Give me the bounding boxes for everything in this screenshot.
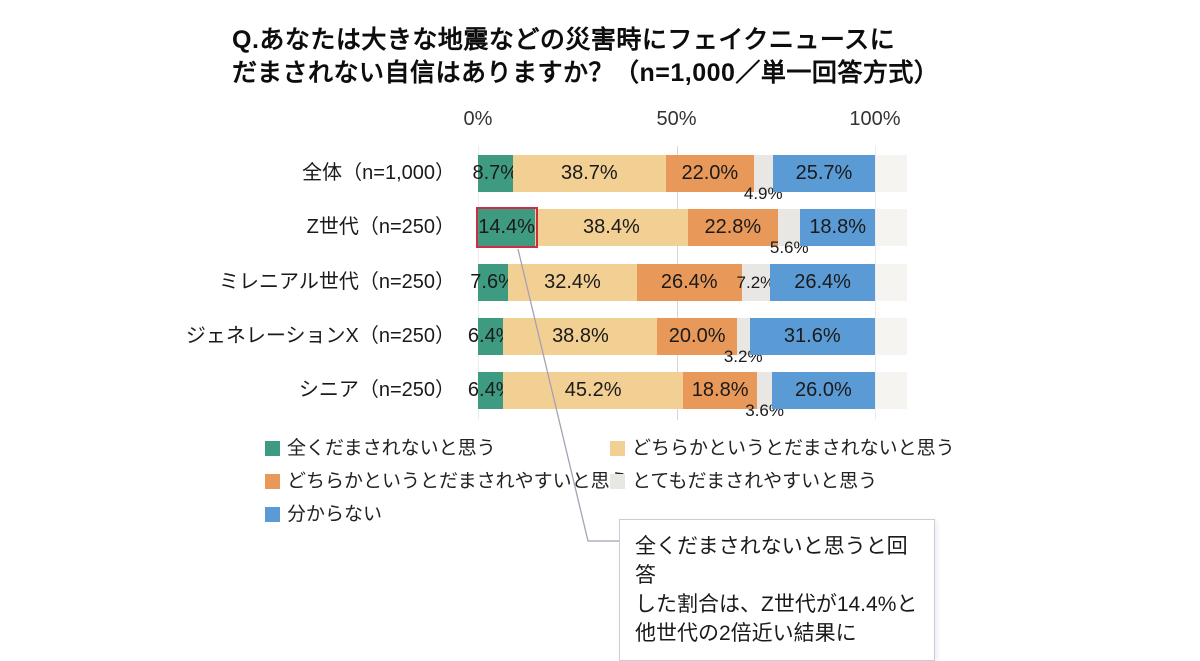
category-label: ジェネレーションX（n=250） — [185, 324, 455, 347]
legend-item: とてもだまされやすいと思う — [610, 471, 877, 493]
bar-segment — [535, 209, 688, 247]
bar-segment — [512, 155, 667, 192]
bar-segment — [736, 317, 750, 355]
segment-value-label: 8.7% — [472, 162, 519, 184]
legend-swatch — [265, 507, 280, 522]
bar-segment — [478, 155, 513, 192]
category-label: シニア（n=250） — [298, 379, 455, 401]
segment-value-label: 6.4% — [467, 324, 514, 347]
legend-swatch — [610, 441, 625, 456]
bar-segment — [478, 209, 536, 247]
segment-value-label: 38.8% — [552, 324, 609, 347]
segment-value-label: 38.4% — [583, 216, 640, 239]
callout-connector-layer — [517, 248, 619, 542]
segment-value-label: 26.4% — [660, 270, 718, 293]
segment-value-label: 22.8% — [704, 216, 762, 239]
bar-segment — [771, 372, 875, 409]
segment-value-label: 7.2% — [736, 272, 776, 292]
highlight-box — [476, 207, 539, 249]
bar-segment — [770, 263, 875, 301]
segment-value-label: 38.7% — [560, 162, 618, 184]
annotation-callout: 全くだまされないと思うと回答 した割合は、Z世代が14.4%と 他世代の2倍近い… — [619, 519, 935, 661]
axis-tick: 0% — [463, 108, 493, 130]
axis-gridline — [875, 146, 876, 420]
legend-label: どちらかというとだまされやすいと思う — [287, 471, 629, 492]
bar-segment — [666, 155, 754, 192]
segment-value-label: 22.0% — [681, 162, 739, 184]
axis-tick: 100% — [849, 108, 901, 130]
bar-segment — [749, 317, 875, 355]
legend-label: 分からない — [287, 504, 383, 525]
legend-item: 分からない — [265, 504, 382, 526]
bar-segment — [478, 317, 504, 355]
legend-swatch — [265, 441, 280, 456]
segment-value-label: 20.0% — [668, 324, 726, 347]
legend-swatch — [610, 474, 625, 489]
bar-segment — [478, 263, 509, 301]
segment-value-label: 32.4% — [544, 270, 601, 293]
infographic-page: Q.あなたは大きな地震などの災害時にフェイクニュースに だまされない自信はありま… — [185, 24, 955, 661]
segment-value-label: 18.8% — [809, 216, 867, 239]
segment-value-label: 7.6% — [470, 270, 516, 293]
chart-question-title: Q.あなたは大きな地震などの災害時にフェイクニュースに だまされない自信はありま… — [232, 24, 939, 90]
bar-segment — [772, 155, 875, 192]
segment-value-label: 6.4% — [467, 379, 514, 401]
segment-value-label: 18.8% — [691, 379, 749, 401]
bar-segment — [778, 209, 801, 247]
legend-item: どちらかというとだまされやすいと思う — [265, 471, 629, 493]
legend-item: どちらかというとだまされないと思う — [610, 438, 955, 460]
segment-value-label: 4.9% — [743, 184, 783, 203]
bar-segment — [741, 263, 771, 301]
bar-segment — [636, 263, 742, 301]
bar-segment — [687, 209, 779, 247]
category-label: ミレニアル世代（n=250） — [219, 270, 455, 293]
bar-segment — [478, 372, 504, 409]
bar-segment — [682, 372, 758, 409]
legend-item: 全くだまされないと思う — [265, 438, 496, 460]
title-line-1: Q.あなたは大きな地震などの災害時にフェイクニュースに — [232, 26, 896, 54]
axis-tick: 50% — [656, 108, 697, 130]
category-label: 全体（n=1,000） — [302, 162, 455, 184]
legend-label: どちらかというとだまされないと思う — [632, 438, 955, 459]
segment-value-label: 5.6% — [769, 238, 809, 258]
title-line-2: だまされない自信はありますか？（n=1,000／単一回答方式） — [232, 59, 940, 87]
legend-swatch — [265, 474, 280, 489]
segment-value-label: 26.0% — [795, 379, 852, 401]
bar-segment — [753, 155, 773, 192]
category-label: Z世代（n=250） — [306, 216, 455, 239]
segment-value-label: 31.6% — [783, 324, 841, 347]
bar-segment — [800, 209, 875, 247]
legend-label: とてもだまされやすいと思う — [632, 471, 878, 492]
bar-segment — [757, 372, 772, 409]
segment-value-label: 25.7% — [795, 162, 853, 184]
segment-value-label: 26.4% — [794, 270, 851, 293]
legend-label: 全くだまされないと思う — [287, 438, 496, 459]
segment-value-label: 14.4% — [478, 216, 535, 239]
segment-value-label: 45.2% — [564, 379, 622, 401]
bar-segment — [657, 317, 737, 355]
